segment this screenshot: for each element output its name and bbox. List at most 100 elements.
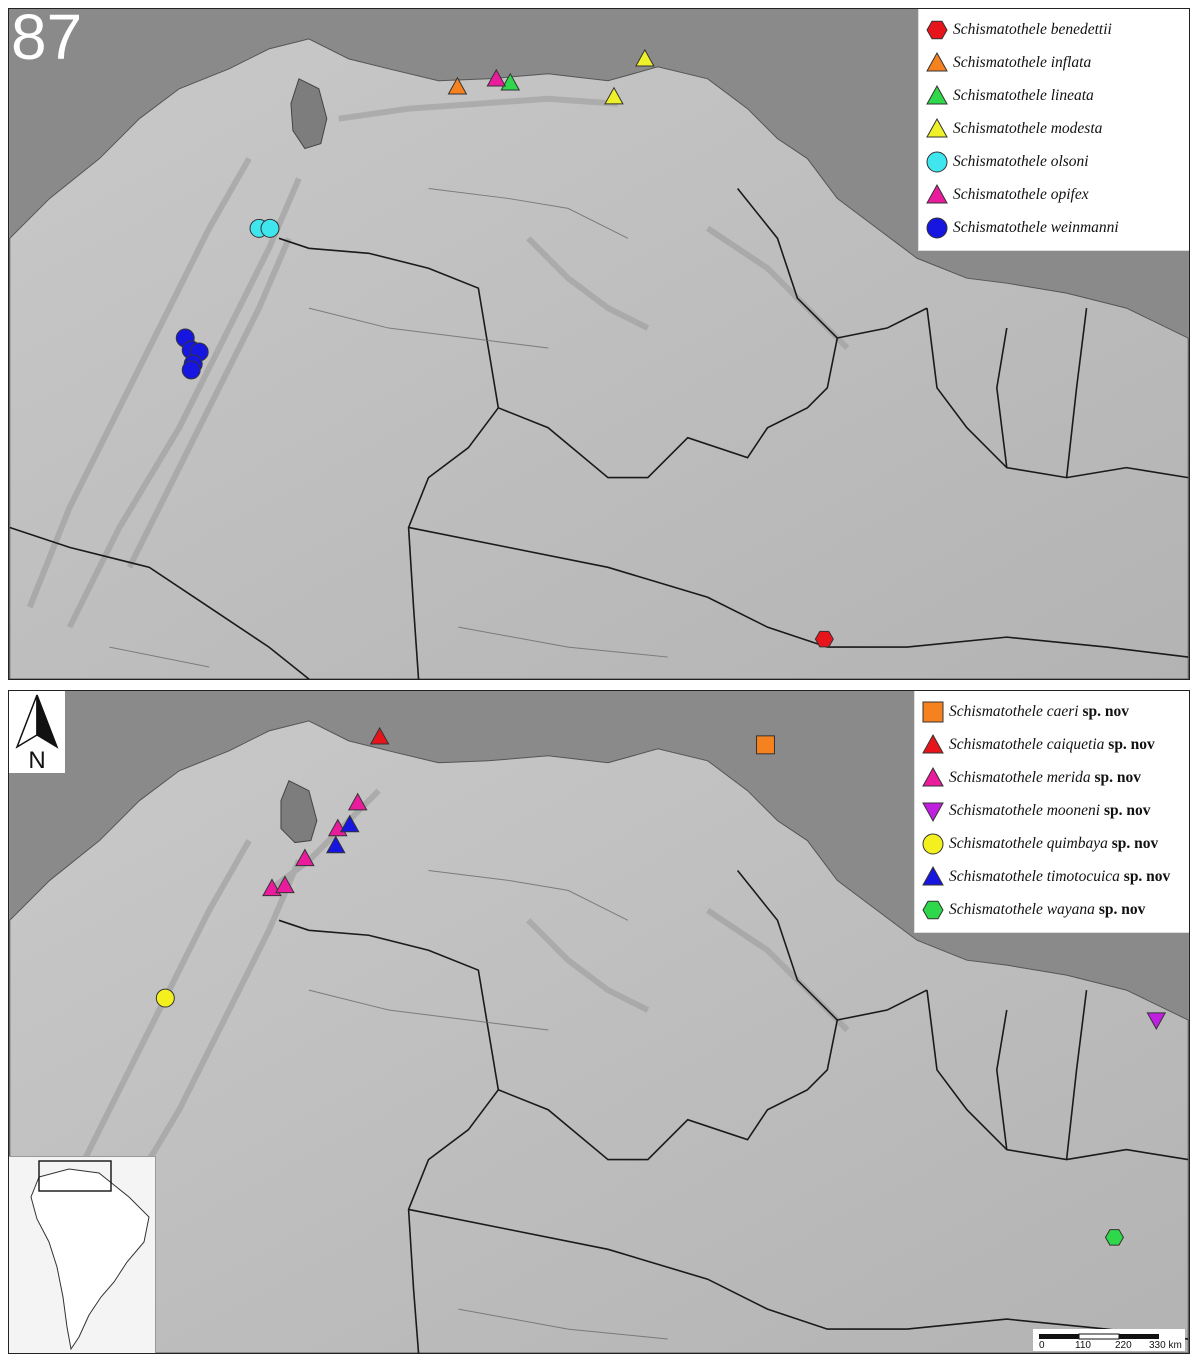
legend-entry: Schismatothele benedettii [925, 13, 1183, 46]
legend-label: Schismatothele caiquetia sp. nov [949, 736, 1155, 754]
figure-number: 87 [11, 8, 83, 73]
north-label: N [28, 747, 46, 774]
north-arrow-icon [15, 694, 59, 749]
species-name: Schismatothele inflata [953, 53, 1092, 71]
legend-entry: Schismatothele opifex [925, 178, 1183, 211]
occurrence-marker [635, 48, 655, 67]
legend-entry: Schismatothele wayana sp. nov [921, 893, 1183, 926]
occurrence-marker [347, 792, 368, 811]
occurrence-marker [1146, 1012, 1167, 1031]
occurrence-marker [155, 988, 175, 1008]
legend-label: Schismatothele merida sp. nov [949, 769, 1141, 787]
legend-entry: Schismatothele quimbaya sp. nov [921, 827, 1183, 860]
legend-entry: Schismatothele olsoni [925, 145, 1183, 178]
triangle-up-marker-icon [926, 51, 948, 71]
species-name: Schismatothele wayana [949, 900, 1095, 918]
species-name: Schismatothele modesta [953, 119, 1103, 137]
country-borders [278, 869, 1189, 1353]
legend-label: Schismatothele inflata [953, 54, 1091, 72]
occurrence-marker [756, 735, 775, 755]
legend-entry: Schismatothele merida sp. nov [921, 761, 1183, 794]
legend-bottom: Schismatothele caeri sp. nov Schismatothe… [914, 691, 1189, 933]
species-status: sp. nov [1098, 900, 1146, 918]
occurrence-marker [486, 68, 507, 87]
species-status: sp. nov [1082, 702, 1129, 720]
species-name: Schismatothele timotocuica [949, 867, 1120, 885]
hexagon-marker-icon [922, 900, 944, 919]
scale-tick-label: 330 km [1149, 1340, 1182, 1351]
square-marker-icon [922, 701, 944, 722]
legend-label: Schismatothele olsoni [953, 153, 1089, 171]
legend-label: Schismatothele quimbaya sp. nov [949, 835, 1158, 853]
inset-extent-box [38, 1160, 112, 1192]
species-status: sp. nov [1108, 735, 1155, 753]
north-arrow: N [9, 691, 65, 774]
occurrence-marker [339, 814, 360, 833]
legend-label: Schismatothele timotocuica sp. nov [949, 868, 1170, 886]
country-borders [9, 187, 1189, 679]
legend-label: Schismatothele modesta [953, 120, 1102, 138]
circle-marker-icon [926, 217, 948, 238]
species-name: Schismatothele caeri [949, 702, 1079, 720]
legend-entry: Schismatothele timotocuica sp. nov [921, 860, 1183, 893]
scale-bar-graphic [1039, 1333, 1159, 1340]
rivers [109, 187, 668, 668]
scale-tick-label: 220 [1115, 1340, 1132, 1351]
map-panel-top: 87 Schismatothele benedettii Schismatothe… [8, 8, 1190, 680]
legend-entry: Schismatothele modesta [925, 112, 1183, 145]
legend-top: Schismatothele benedettii Schismatothele … [918, 9, 1189, 251]
triangle-down-marker-icon [922, 802, 944, 822]
species-status: sp. nov [1123, 867, 1171, 885]
occurrence-marker [369, 726, 390, 745]
map-panel-bottom: N 0 110 220 330 km Schismatothele caeri sp.… [8, 690, 1190, 1354]
occurrence-marker [447, 76, 468, 95]
species-name: Schismatothele quimbaya [949, 834, 1108, 852]
legend-entry: Schismatothele caeri sp. nov [921, 695, 1183, 728]
occurrence-markers-top [175, 48, 834, 648]
land-mass [9, 38, 1189, 679]
occurrence-marker [814, 630, 834, 648]
legend-label: Schismatothele benedettii [953, 21, 1112, 39]
legend-label: Schismatothele caeri sp. nov [949, 703, 1129, 721]
legend-label: Schismatothele wayana sp. nov [949, 901, 1145, 919]
legend-label: Schismatothele lineata [953, 87, 1094, 105]
species-name: Schismatothele lineata [953, 86, 1094, 104]
legend-label: Schismatothele opifex [953, 186, 1089, 204]
legend-entry: Schismatothele lineata [925, 79, 1183, 112]
occurrence-marker [604, 86, 624, 105]
occurrence-marker [325, 835, 346, 854]
species-name: Schismatothele opifex [953, 185, 1089, 203]
triangle-up-marker-icon [926, 183, 948, 203]
legend-entry: Schismatothele inflata [925, 46, 1183, 79]
south-america-outline [30, 1160, 150, 1351]
scale-tick-label: 110 [1075, 1340, 1091, 1351]
species-name: Schismatothele weinmanni [953, 218, 1119, 236]
occurrence-marker [295, 848, 315, 867]
triangle-up-marker-icon [922, 766, 944, 786]
species-name: Schismatothele merida [949, 768, 1091, 786]
occurrence-marker [260, 218, 280, 238]
species-status: sp. nov [1094, 768, 1142, 786]
occurrence-marker [275, 875, 295, 894]
species-status: sp. nov [1103, 801, 1151, 819]
occurrence-markers-bottom [155, 726, 1167, 1246]
land-mass [9, 720, 1189, 1353]
species-name: Schismatothele olsoni [953, 152, 1089, 170]
species-name: Schismatothele benedettii [953, 20, 1112, 38]
circle-marker-icon [922, 833, 944, 854]
legend-entry: Schismatothele caiquetia sp. nov [921, 728, 1183, 761]
triangle-up-marker-icon [926, 84, 948, 104]
scale-tick-label: 0 [1039, 1340, 1045, 1351]
rivers [308, 869, 668, 1340]
lake-maracaibo [280, 780, 318, 844]
scale-bar: 0 110 220 330 km [1033, 1329, 1185, 1351]
legend-entry: Schismatothele weinmanni [925, 211, 1183, 244]
legend-label: Schismatothele weinmanni [953, 219, 1119, 237]
triangle-up-marker-icon [926, 117, 948, 137]
species-status: sp. nov [1111, 834, 1159, 852]
lake-maracaibo [290, 78, 328, 150]
species-name: Schismatothele caiquetia [949, 735, 1105, 753]
occurrence-marker [181, 360, 201, 380]
circle-marker-icon [926, 151, 948, 172]
triangle-up-marker-icon [922, 733, 944, 753]
